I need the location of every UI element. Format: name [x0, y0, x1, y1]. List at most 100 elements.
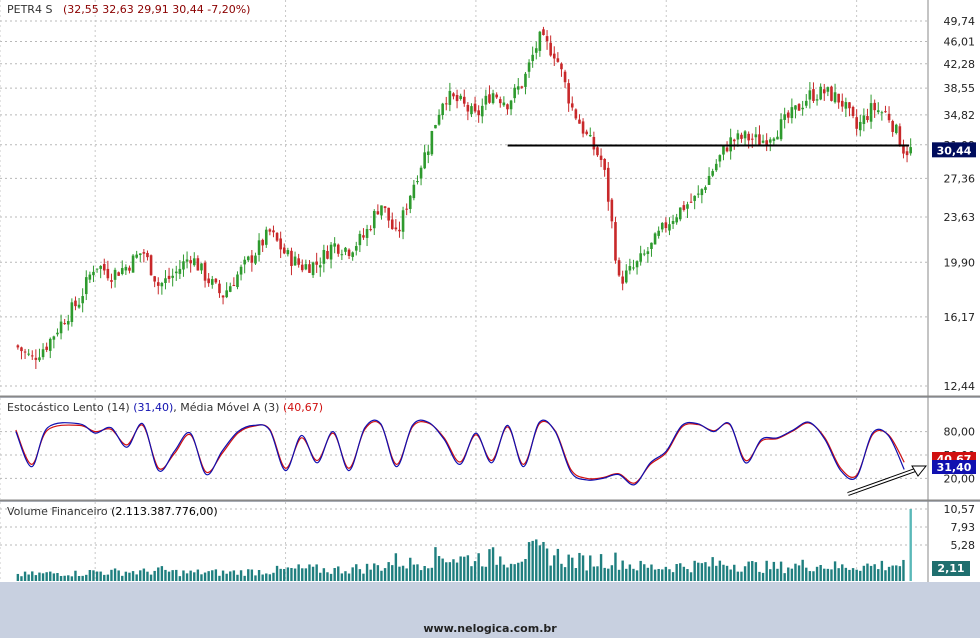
- volume-bar-217: [797, 565, 801, 581]
- volume-bar-195: [718, 560, 722, 581]
- candle-body-236: [866, 116, 869, 121]
- candle-body-165: [610, 199, 614, 222]
- candle-body-192: [707, 175, 711, 185]
- volume-bar-231: [848, 569, 851, 581]
- candle-body-11: [56, 332, 59, 335]
- volume-bar-168: [621, 560, 624, 581]
- price-panel[interactable]: [0, 0, 928, 396]
- volume-bar-149: [553, 555, 556, 581]
- candle-body-231: [848, 102, 851, 109]
- volume-bar-243: [891, 565, 894, 581]
- volume-bar-15: [70, 576, 74, 581]
- volume-bar-242: [887, 566, 891, 581]
- volume-bar-86: [326, 572, 329, 581]
- volume-tick-0: 10,57: [944, 503, 976, 516]
- volume-bar-222: [815, 566, 819, 581]
- volume-bar-144: [535, 539, 538, 581]
- volume-bar-167: [617, 569, 621, 581]
- volume-bar-230: [844, 567, 848, 581]
- volume-bar-last: [909, 509, 912, 581]
- candle-body-89: [336, 244, 340, 254]
- candle-body-160: [592, 136, 596, 150]
- volume-bar-27: [113, 568, 117, 581]
- stoch-panel[interactable]: [0, 398, 928, 500]
- volume-bar-90: [340, 573, 344, 581]
- candle-body-189: [696, 193, 700, 195]
- candle-body-132: [491, 93, 495, 104]
- volume-bar-10: [52, 573, 56, 581]
- candle-body-80: [304, 264, 308, 270]
- volume-bar-210: [772, 561, 776, 581]
- candle-body-172: [635, 261, 639, 268]
- volume-bar-104: [391, 565, 394, 581]
- candle-body-212: [779, 119, 783, 140]
- candle-body-177: [653, 233, 657, 245]
- candle-body-154: [570, 103, 574, 108]
- price-tick-7: 23,63: [944, 211, 976, 224]
- candle-body-133: [495, 94, 498, 98]
- volume-bar-146: [542, 541, 545, 581]
- candle-body-70: [268, 229, 272, 232]
- candle-body-112: [419, 167, 423, 179]
- candle-body-54: [210, 279, 214, 285]
- candle-body-3: [27, 353, 30, 355]
- candle-body-34: [138, 253, 142, 256]
- last-price-badge: [932, 142, 976, 158]
- stoch-k-badge: [932, 460, 976, 474]
- stoch-k-badge-label: 31,40: [937, 461, 972, 474]
- volume-bar-171: [632, 568, 635, 581]
- volume-bar-212: [779, 561, 783, 581]
- candle-body-197: [725, 147, 729, 152]
- volume-bar-238: [873, 564, 876, 581]
- volume-bar-202: [743, 566, 747, 581]
- candle-body-105: [394, 227, 398, 230]
- candle-body-163: [603, 159, 606, 170]
- volume-bar-140: [520, 561, 524, 581]
- volume-bar-103: [387, 562, 390, 581]
- candle-body-39: [156, 282, 160, 286]
- candle-body-53: [207, 278, 210, 284]
- candle-body-200: [736, 133, 740, 140]
- candle-body-72: [275, 232, 279, 241]
- candle-body-107: [401, 210, 405, 232]
- volume-bar-143: [531, 540, 534, 581]
- candle-body-140: [520, 86, 524, 88]
- candle-body-98: [369, 229, 372, 231]
- volume-bar-70: [268, 574, 272, 581]
- volume-bar-219: [805, 567, 808, 581]
- volume-bar-151: [560, 563, 563, 581]
- candle-body-146: [542, 29, 545, 36]
- candle-body-117: [437, 114, 441, 125]
- candle-body-57: [221, 295, 225, 298]
- candle-body-75: [286, 250, 290, 255]
- volume-bar-2: [23, 571, 27, 581]
- candle-body-5: [34, 357, 38, 360]
- volume-bar-43: [171, 570, 174, 581]
- candle-body-78: [297, 258, 300, 265]
- candle-body-81: [308, 264, 311, 273]
- candle-body-221: [812, 89, 815, 101]
- candle-body-59: [228, 286, 232, 292]
- candle-body-35: [142, 252, 146, 254]
- volume-bar-0: [16, 573, 20, 581]
- candle-body-87: [329, 244, 333, 260]
- footer-url[interactable]: www.nelogica.com.br: [423, 622, 557, 635]
- volume-bar-190: [700, 563, 704, 581]
- candle-body-67: [257, 240, 261, 255]
- volume-bar-180: [664, 566, 668, 581]
- candle-body-20: [88, 274, 92, 280]
- volume-bar-82: [311, 566, 315, 581]
- volume-bar-227: [833, 561, 837, 581]
- price-tick-9: 16,17: [944, 311, 976, 324]
- volume-bar-138: [513, 564, 516, 581]
- candle-body-216: [794, 105, 797, 110]
- candle-body-185: [682, 205, 686, 210]
- candle-body-167: [617, 260, 621, 276]
- volume-bar-48: [189, 570, 192, 581]
- candle-body-38: [153, 276, 156, 282]
- candle-body-8: [45, 346, 48, 350]
- volume-bar-220: [808, 571, 812, 581]
- candle-body-111: [416, 181, 419, 183]
- candle-body-186: [686, 204, 689, 209]
- volume-bar-111: [416, 564, 419, 581]
